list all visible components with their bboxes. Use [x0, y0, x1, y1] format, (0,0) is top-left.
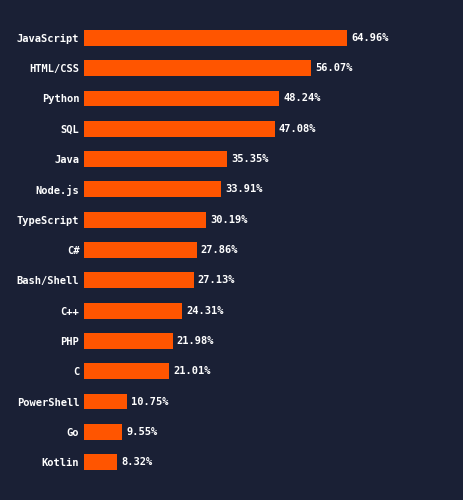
Text: 30.19%: 30.19%	[210, 214, 247, 224]
Text: 64.96%: 64.96%	[350, 32, 388, 42]
Bar	[83, 151, 226, 167]
Text: 35.35%: 35.35%	[231, 154, 268, 164]
Bar	[83, 394, 127, 409]
Bar	[83, 364, 169, 379]
Bar	[83, 30, 346, 46]
Text: 21.01%: 21.01%	[173, 366, 210, 376]
Bar	[83, 60, 311, 76]
Text: 48.24%: 48.24%	[283, 94, 320, 104]
Text: 27.86%: 27.86%	[200, 245, 238, 255]
Bar	[83, 333, 172, 349]
Bar	[83, 121, 274, 136]
Text: 21.98%: 21.98%	[176, 336, 214, 346]
Text: 24.31%: 24.31%	[186, 306, 223, 316]
Bar	[83, 303, 182, 318]
Text: 27.13%: 27.13%	[197, 276, 235, 285]
Bar	[83, 272, 193, 288]
Bar	[83, 212, 206, 228]
Text: 9.55%: 9.55%	[126, 427, 157, 437]
Bar	[83, 242, 196, 258]
Bar	[83, 454, 117, 470]
Text: 56.07%: 56.07%	[314, 63, 352, 73]
Text: 33.91%: 33.91%	[225, 184, 262, 194]
Bar	[83, 90, 279, 106]
Bar	[83, 424, 122, 440]
Bar	[83, 182, 221, 197]
Text: 47.08%: 47.08%	[278, 124, 316, 134]
Text: 10.75%: 10.75%	[131, 396, 169, 406]
Text: 8.32%: 8.32%	[121, 458, 152, 468]
